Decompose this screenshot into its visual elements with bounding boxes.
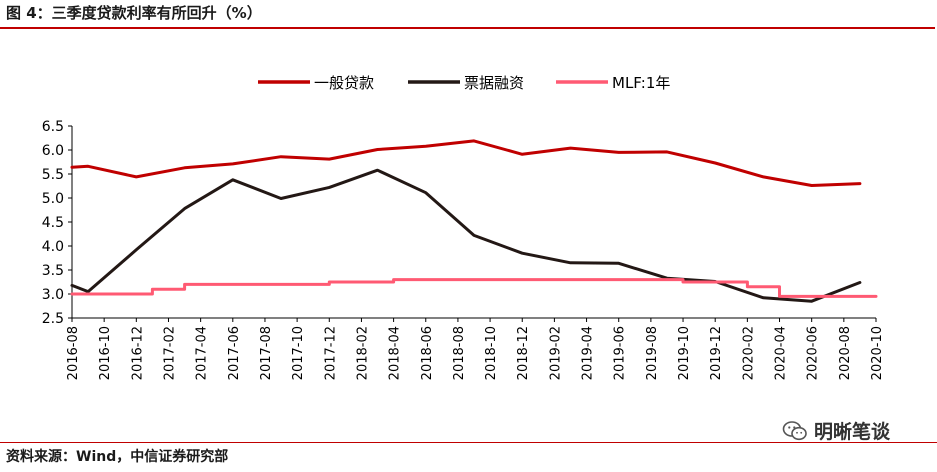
y-tick-label: 4.0: [42, 239, 64, 255]
series-line-1: [70, 168, 862, 303]
x-tick-label: 2019-08: [645, 326, 660, 380]
x-tick-label: 2019-06: [613, 326, 628, 380]
x-tick-label: 2019-10: [677, 326, 692, 380]
title-rule: [0, 27, 935, 29]
x-tick-label: 2017-02: [162, 326, 177, 380]
x-tick-label: 2016-10: [98, 326, 113, 380]
x-tick-label: 2017-04: [195, 326, 210, 380]
y-axis: 6.5 6.0 5.5 5.0 4.5 4.0 3.5 3.0 2.5: [42, 119, 73, 327]
x-tick-label: 2018-08: [452, 326, 467, 380]
y-tick-label: 3.0: [42, 287, 64, 303]
source-note: 资料来源：Wind，中信证券研究部: [6, 449, 229, 465]
legend-label-2: MLF:1年: [612, 74, 670, 92]
x-axis: 2016-08 2016-10 2016-12 2017-02 2017-04 2017-…: [66, 317, 885, 380]
chart: 一般贷款 票据融资 MLF:1年 6.56.05.55.04.54.03.53.02…: [42, 74, 885, 380]
x-tick-label: 2017-08: [259, 326, 274, 380]
y-tick-label: 3.5: [42, 263, 64, 279]
legend: 一般贷款 票据融资 MLF:1年: [258, 74, 670, 92]
x-tick-label: 2017-12: [323, 326, 338, 380]
x-tick-label: 2016-12: [130, 326, 145, 380]
x-tick-label: 2019-04: [581, 326, 596, 380]
y-tick-label: 2.5: [42, 311, 64, 327]
x-tick-label: 2020-08: [838, 326, 853, 380]
y-tick-label: 5.0: [42, 191, 64, 207]
x-tick-label: 2019-02: [548, 326, 563, 380]
legend-label-0: 一般贷款: [314, 74, 374, 92]
series-line-0: [70, 139, 862, 187]
x-tick-label: 2019-12: [709, 326, 724, 380]
x-tick-label: 2018-04: [388, 326, 403, 380]
y-tick-label: 4.5: [42, 215, 64, 231]
source-rule: [0, 442, 937, 443]
x-tick-label: 2018-02: [355, 326, 370, 380]
figure-title: 图 4：三季度贷款利率有所回升（%）: [6, 4, 262, 22]
x-tick-label: 2020-06: [806, 326, 821, 380]
x-tick-label: 2018-10: [484, 326, 499, 380]
legend-label-1: 票据融资: [464, 74, 524, 92]
watermark: 明晰笔谈: [782, 417, 890, 444]
wechat-chat-icon: [782, 420, 807, 440]
watermark-text: 明晰笔谈: [814, 421, 891, 443]
y-tick-label: 6.5: [42, 119, 64, 135]
plot-series: [70, 139, 878, 303]
x-tick-label: 2020-02: [741, 326, 756, 380]
x-tick-label: 2017-10: [291, 326, 306, 380]
x-tick-label: 2020-04: [774, 326, 789, 380]
series-line-2: [70, 278, 878, 298]
x-tick-label: 2018-06: [420, 326, 435, 380]
x-tick-label: 2017-06: [227, 326, 242, 380]
x-tick-label: 2020-10: [870, 326, 885, 380]
x-tick-label: 2018-12: [516, 326, 531, 380]
x-tick-label: 2016-08: [66, 326, 81, 380]
y-tick-label: 5.5: [42, 167, 64, 183]
y-tick-label: 6.0: [42, 143, 64, 159]
